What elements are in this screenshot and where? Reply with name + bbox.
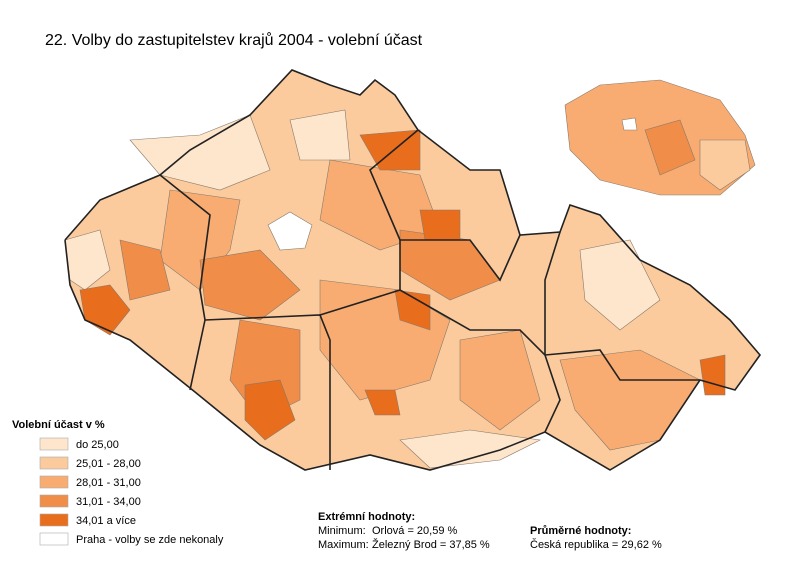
region xyxy=(119,239,171,301)
legend-swatch xyxy=(39,437,69,451)
extreme-label: Minimum: xyxy=(318,525,366,537)
legend-label: 34,01 a více xyxy=(76,515,136,527)
legend-label: 25,01 - 28,00 xyxy=(76,458,141,470)
map-title: 22. Volby do zastupitelstev krajů 2004 -… xyxy=(45,31,423,49)
averages: Průměrné hodnoty: Česká republika = 29,6… xyxy=(530,525,662,551)
averages-title: Průměrné hodnoty: xyxy=(530,525,631,537)
region xyxy=(579,239,661,331)
region xyxy=(699,139,751,191)
legend-title: Volební účast v % xyxy=(12,419,105,431)
region xyxy=(289,109,351,161)
legend-label: do 25,00 xyxy=(76,439,119,451)
legend-swatch xyxy=(39,494,69,508)
region-border xyxy=(544,349,700,381)
region xyxy=(419,209,461,241)
extremes: Extrémní hodnoty: Minimum: Orlová = 20,5… xyxy=(318,511,490,551)
region-border xyxy=(399,234,521,290)
extreme-value: Železný Brod = 37,85 % xyxy=(372,538,490,551)
region-border xyxy=(159,174,211,391)
region xyxy=(699,354,726,396)
map xyxy=(64,69,762,471)
extreme-value: Orlová = 20,59 % xyxy=(372,525,458,537)
region xyxy=(244,379,296,441)
legend-label: 28,01 - 31,00 xyxy=(76,477,141,489)
region-border xyxy=(369,129,419,241)
region xyxy=(621,117,638,131)
legend-label: Praha - volby se zde nekonaly xyxy=(76,534,224,546)
legend-items: do 25,00 25,01 - 28,00 28,01 - 31,00 31,01 … xyxy=(39,437,224,546)
region xyxy=(644,119,696,176)
region-border xyxy=(544,231,561,355)
legend-swatch xyxy=(39,475,69,489)
extremes-title: Extrémní hodnoty: xyxy=(318,511,415,523)
region xyxy=(399,429,541,469)
region-border xyxy=(204,314,331,470)
legend-swatch xyxy=(39,456,69,470)
region xyxy=(364,389,401,416)
region-border xyxy=(64,69,762,471)
legend: Volební účast v % do 25,00 25,01 - 28,00 2… xyxy=(12,419,224,546)
legend-swatch xyxy=(39,532,69,546)
extreme-label: Maximum: xyxy=(318,539,369,551)
average-value: Česká republika = 29,62 % xyxy=(530,538,662,551)
region xyxy=(199,249,301,321)
legend-label: 31,01 - 34,00 xyxy=(76,496,141,508)
region xyxy=(394,289,431,331)
legend-swatch xyxy=(39,513,69,527)
praha xyxy=(267,211,313,251)
region xyxy=(459,329,541,431)
